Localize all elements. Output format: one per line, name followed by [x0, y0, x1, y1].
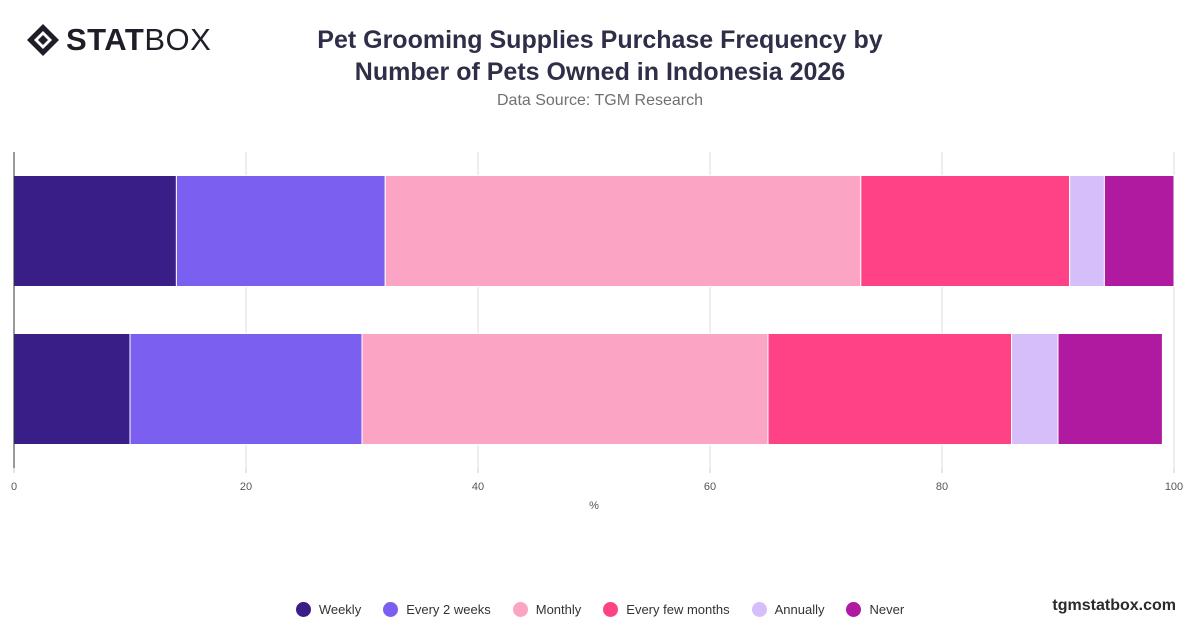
- x-tick-label: 80: [936, 481, 948, 493]
- chart-legend: Weekly Every 2 weeks Monthly Every few mont…: [0, 602, 1200, 617]
- logo-text-light: BOX: [144, 22, 212, 57]
- chart-title-line1: Pet Grooming Supplies Purchase Frequency…: [317, 26, 883, 54]
- bar-segment: [1103, 175, 1175, 287]
- site-watermark: tgmstatbox.com: [1052, 597, 1176, 614]
- legend-item[interactable]: Every 2 weeks: [383, 602, 491, 617]
- bar-segment: [129, 333, 363, 445]
- legend-label: Monthly: [535, 602, 582, 617]
- bar-segment: [767, 333, 1013, 445]
- bar-segment: [860, 175, 1071, 287]
- chart-subtitle: Data Source: TGM Research: [496, 92, 703, 109]
- legend-item[interactable]: Annually: [751, 602, 825, 617]
- chart-title: Pet Grooming Supplies Purchase Frequency…: [250, 24, 950, 88]
- legend-label: Never: [869, 602, 905, 617]
- legend-swatch: [603, 602, 619, 617]
- x-tick-label: 0: [11, 481, 17, 493]
- statbox-diamond-icon: [27, 24, 59, 56]
- legend-item[interactable]: Monthly: [512, 602, 582, 617]
- legend-swatch: [512, 602, 528, 617]
- logo-text-bold: STAT: [66, 22, 145, 57]
- statbox-logo: STATBOX: [26, 22, 211, 58]
- x-axis-label: %: [589, 500, 599, 512]
- legend-label: Every 2 weeks: [406, 602, 491, 617]
- x-tick-label: 100: [1165, 481, 1183, 493]
- legend-swatch: [383, 602, 399, 617]
- bar-segment: [175, 175, 386, 287]
- bar-segment: [1011, 333, 1059, 445]
- bar-segment: [13, 175, 177, 287]
- legend-item[interactable]: Never: [846, 602, 904, 617]
- bar-segment: [1069, 175, 1105, 287]
- bar-segment: [13, 333, 131, 445]
- bar-segment: [384, 175, 862, 287]
- legend-swatch: [295, 602, 311, 617]
- chart-title-line2: Number of Pets Owned in Indonesia 2026: [354, 58, 846, 86]
- bar-segment: [361, 333, 769, 445]
- x-tick-label: 20: [240, 481, 252, 493]
- legend-item[interactable]: Every few months: [603, 602, 730, 617]
- x-tick-label: 60: [704, 481, 716, 493]
- logo-text: STATBOX: [66, 22, 211, 58]
- x-tick-label: 40: [472, 481, 484, 493]
- legend-item[interactable]: Weekly: [295, 602, 362, 617]
- bar-segment: [1057, 333, 1163, 445]
- legend-swatch: [751, 602, 767, 617]
- legend-label: Every few months: [626, 602, 730, 617]
- legend-label: Annually: [774, 602, 825, 617]
- legend-label: Weekly: [318, 602, 362, 617]
- legend-swatch: [846, 602, 862, 617]
